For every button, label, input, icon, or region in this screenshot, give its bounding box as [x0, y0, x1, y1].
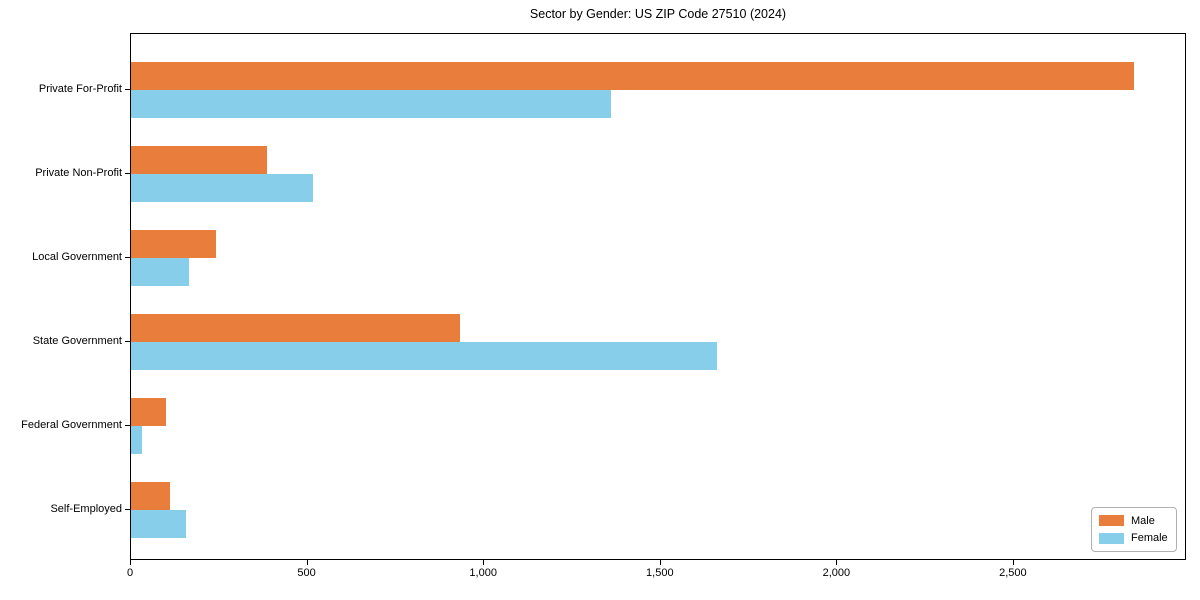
male-bar-5 — [131, 482, 170, 510]
female-bar-3 — [131, 342, 718, 370]
legend-entry-male: Male — [1099, 515, 1169, 527]
x-tick-mark-2 — [483, 560, 485, 565]
y-tick-mark-0 — [125, 89, 130, 90]
y-tick-label-5: Self-Employed — [50, 503, 122, 515]
legend-label-male: Male — [1131, 514, 1155, 527]
legend-entry-female: Female — [1099, 532, 1169, 544]
x-tick-label-0: 0 — [126, 567, 134, 579]
chart-title: Sector by Gender: US ZIP Code 27510 (202… — [529, 7, 787, 21]
female-bar-5 — [131, 510, 186, 538]
male-series-swatch — [1099, 515, 1124, 527]
male-bar-2 — [131, 230, 216, 258]
y-tick-mark-2 — [125, 257, 130, 258]
x-tick-mark-1 — [306, 560, 308, 565]
plot-area — [130, 33, 1186, 560]
legend-label-female: Female — [1131, 532, 1168, 545]
x-tick-mark-4 — [836, 560, 838, 565]
y-tick-label-4: Federal Government — [21, 419, 122, 431]
x-tick-label-1: 500 — [297, 567, 316, 579]
x-tick-mark-3 — [659, 560, 661, 565]
y-tick-mark-1 — [125, 173, 130, 174]
female-series-swatch — [1099, 532, 1124, 544]
female-bar-4 — [131, 426, 142, 454]
y-tick-mark-4 — [125, 425, 130, 426]
x-tick-mark-5 — [1012, 560, 1014, 565]
y-tick-label-2: Local Government — [32, 251, 122, 263]
legend: Male Female — [1091, 507, 1177, 552]
male-bar-4 — [131, 398, 167, 426]
x-tick-label-3: 1,500 — [646, 567, 674, 579]
y-tick-label-0: Private For-Profit — [38, 83, 122, 95]
male-bar-1 — [131, 146, 267, 174]
x-tick-label-5: 2,500 — [999, 567, 1027, 579]
y-tick-label-1: Private Non-Profit — [35, 167, 122, 179]
female-bar-0 — [131, 90, 612, 118]
x-tick-mark-0 — [130, 560, 131, 565]
y-tick-mark-5 — [125, 509, 130, 510]
male-bar-3 — [131, 314, 460, 342]
x-tick-label-2: 1,000 — [469, 567, 497, 579]
female-bar-1 — [131, 174, 313, 202]
male-bar-0 — [131, 62, 1134, 90]
y-tick-label-3: State Government — [32, 335, 122, 347]
x-tick-label-4: 2,000 — [822, 567, 851, 579]
female-bar-2 — [131, 258, 190, 286]
y-tick-mark-3 — [125, 341, 130, 342]
